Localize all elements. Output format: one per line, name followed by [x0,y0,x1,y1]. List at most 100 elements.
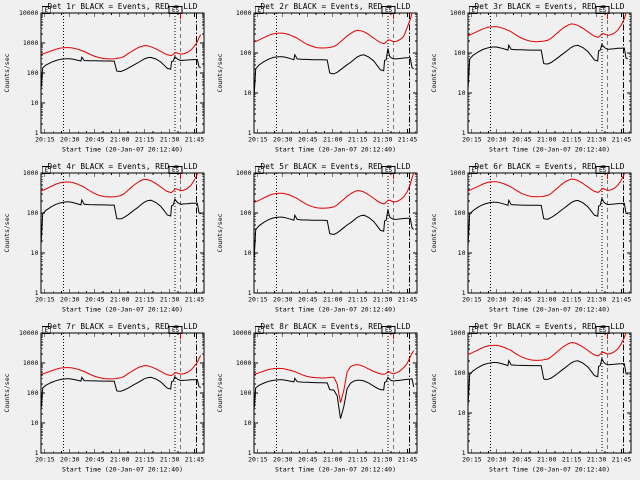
series-events [40,55,201,92]
panel-det-9r: 1 10 100 1000 20:15 20:30 20:45 21:00 21:15 21:30… [427,320,640,480]
x-tick-label: 21:15 [135,295,155,303]
x-tick-label: 21:30 [587,135,607,143]
x-tick-label: 21:30 [160,455,180,463]
flag-box [595,326,610,334]
flag-box [255,326,265,334]
plot-frame [40,332,205,454]
x-tick-label: 20:30 [273,295,293,303]
series-lld [467,173,625,198]
series-lld [467,13,627,43]
x-axis-label: Start Time (20-Jan-07 20:12:40) [275,305,396,313]
x-axis-label: Start Time (20-Jan-07 20:12:40) [275,145,396,153]
x-axis-label: Start Time (20-Jan-07 20:12:40) [62,465,183,473]
series-lld [254,350,415,403]
y-tick-label: 1000 [236,359,252,367]
y-axis-label: Counts/sec [430,53,438,92]
x-tick-label: 21:00 [110,295,130,303]
flag-box [168,326,183,334]
flag-label: E [471,7,475,14]
y-axis-label: Counts/sec [216,373,224,412]
x-axis-label: Start Time (20-Jan-07 20:12:40) [62,145,183,153]
flag-box [468,326,478,334]
flag-label: E [258,167,262,174]
flag-label: ES [385,327,393,334]
flag-label: ES [172,7,180,14]
y-tick-label: 1000 [236,169,252,177]
flag-box [255,6,265,14]
y-axis-label: Counts/sec [3,213,11,252]
panel-plot-svg: 1 10 100 1000 20:15 20:30 20:45 21:00 21:15 21:30… [216,2,418,153]
panel-det-5r: 1 10 100 1000 20:15 20:30 20:45 21:00 21:15 21:30… [213,160,427,320]
panel-plot-svg: 1 10 100 1000 20:15 20:30 20:45 21:00 21:15 21:30… [3,162,205,313]
y-tick-label: 1000 [450,9,466,17]
x-tick-label: 20:45 [512,455,532,463]
y-tick-label: 10 [457,89,465,97]
x-tick-label: 21:00 [110,455,130,463]
y-tick-label: 1 [248,129,252,137]
y-tick-label: 10 [244,419,252,427]
x-tick-label: 21:00 [537,295,557,303]
x-tick-label: 21:00 [323,135,343,143]
flag-label: E [471,167,475,174]
y-tick-label: 1 [35,289,39,297]
flag-label: E [45,7,49,14]
y-tick-label: 1000 [450,329,466,337]
y-tick-label: 1 [461,449,465,457]
x-tick-label: 21:15 [562,295,582,303]
series-events [40,375,201,412]
series-events [254,209,415,262]
series-lld [40,355,202,380]
y-axis-label: Counts/sec [430,373,438,412]
x-tick-label: 20:15 [462,455,482,463]
panel-plot-svg: 1 10 100 1000 10000 20:15 20:30 20:45 21:00 21:15… [216,322,418,473]
panel-title: Det 3r BLACK = Events, RED = LLD [474,2,624,11]
panel-det-8r: 1 10 100 1000 10000 20:15 20:30 20:45 21:00 21:15… [213,320,427,480]
flag-label: E [258,7,262,14]
flag-label: E [45,167,49,174]
x-tick-label: 20:30 [273,455,293,463]
y-tick-label: 100 [27,209,39,217]
x-tick-label: 21:30 [587,455,607,463]
panel-det-6r: 1 10 100 1000 20:15 20:30 20:45 21:00 21:15 21:30… [427,160,640,320]
x-tick-label: 21:15 [348,295,368,303]
x-tick-label: 20:45 [298,455,318,463]
x-tick-label: 20:15 [248,455,268,463]
x-tick-label: 20:30 [487,135,507,143]
y-axis-label: Counts/sec [3,373,11,412]
x-tick-label: 21:15 [135,455,155,463]
panel-plot-svg: 1 10 100 1000 20:15 20:30 20:45 21:00 21:15 21:30… [216,162,418,313]
x-tick-label: 21:00 [537,135,557,143]
x-tick-label: 21:30 [160,135,180,143]
x-tick-label: 21:45 [611,295,631,303]
y-axis-label: Counts/sec [430,213,438,252]
flag-box [41,166,51,174]
flag-box [41,6,51,14]
series-events [467,357,628,407]
flag-box [168,6,183,14]
x-tick-label: 21:45 [611,135,631,143]
series-lld [40,34,202,60]
y-tick-label: 10 [31,419,39,427]
flag-label: ES [385,7,393,14]
flag-box [41,326,51,334]
flag-box [168,166,183,174]
x-tick-label: 21:00 [537,455,557,463]
x-tick-label: 21:30 [373,135,393,143]
series-events [467,197,628,247]
y-axis-label: Counts/sec [216,53,224,92]
x-tick-label: 20:15 [35,135,55,143]
panel-plot-svg: 1 10 100 1000 10000 20:15 20:30 20:45 21:00 21:15… [3,322,205,473]
series-lld [254,13,413,49]
x-tick-label: 20:30 [60,295,80,303]
y-tick-label: 1 [35,129,39,137]
y-tick-label: 10000 [19,329,39,337]
x-tick-label: 20:30 [273,135,293,143]
series-events [254,376,415,419]
y-tick-label: 10000 [19,9,39,17]
flag-box [382,166,396,174]
flag-label: ES [172,327,180,334]
y-tick-label: 1 [35,449,39,457]
x-tick-label: 21:15 [562,135,582,143]
panel-det-3r: 1 10 100 1000 20:15 20:30 20:45 21:00 21:15 21:30… [427,0,640,160]
